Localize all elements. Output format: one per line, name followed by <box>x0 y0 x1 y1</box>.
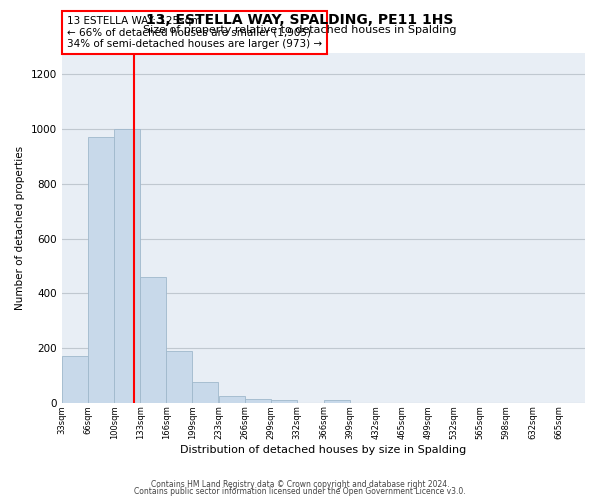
Bar <box>140 277 166 402</box>
Bar <box>219 396 245 402</box>
Bar <box>62 356 88 403</box>
Y-axis label: Number of detached properties: Number of detached properties <box>15 146 25 310</box>
Bar <box>271 400 297 402</box>
Bar <box>166 350 193 403</box>
Text: 13 ESTELLA WAY: 125sqm
← 66% of detached houses are smaller (1,905)
34% of semi-: 13 ESTELLA WAY: 125sqm ← 66% of detached… <box>67 16 322 49</box>
Text: Size of property relative to detached houses in Spalding: Size of property relative to detached ho… <box>143 25 457 35</box>
Text: Contains HM Land Registry data © Crown copyright and database right 2024.: Contains HM Land Registry data © Crown c… <box>151 480 449 489</box>
Bar <box>245 398 271 402</box>
Bar <box>193 382 218 402</box>
Text: 13, ESTELLA WAY, SPALDING, PE11 1HS: 13, ESTELLA WAY, SPALDING, PE11 1HS <box>146 12 454 26</box>
Bar <box>324 400 350 402</box>
Bar <box>115 129 140 402</box>
Text: Contains public sector information licensed under the Open Government Licence v3: Contains public sector information licen… <box>134 487 466 496</box>
Bar <box>88 138 113 402</box>
X-axis label: Distribution of detached houses by size in Spalding: Distribution of detached houses by size … <box>180 445 466 455</box>
